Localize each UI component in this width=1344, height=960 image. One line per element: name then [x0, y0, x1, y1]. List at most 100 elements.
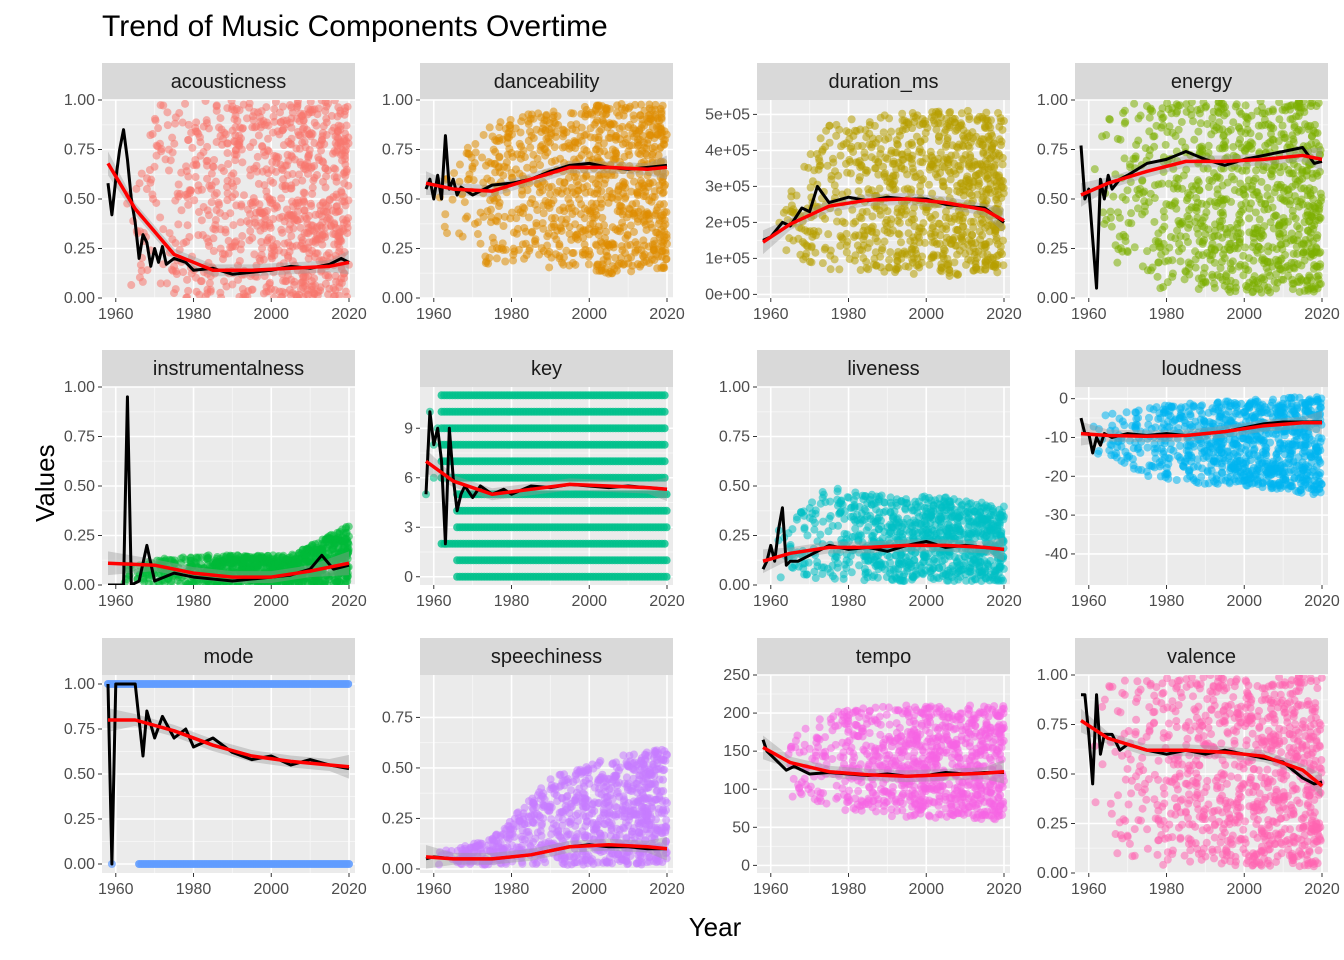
- data-point: [645, 214, 654, 223]
- data-point: [337, 187, 346, 196]
- data-point: [1284, 271, 1293, 280]
- data-point: [876, 149, 885, 158]
- data-point: [823, 161, 832, 170]
- data-point: [541, 151, 550, 160]
- data-point: [930, 156, 939, 165]
- data-point: [322, 102, 331, 111]
- data-point: [891, 148, 900, 157]
- data-point: [1243, 125, 1252, 134]
- data-point: [1199, 269, 1208, 278]
- data-point: [629, 227, 638, 236]
- data-point: [1272, 211, 1281, 220]
- data-point: [343, 292, 352, 298]
- data-point: [911, 113, 920, 122]
- data-point: [1170, 199, 1179, 208]
- data-point: [621, 183, 630, 192]
- data-point: [181, 100, 190, 108]
- data-point: [450, 169, 459, 178]
- data-point: [341, 536, 350, 545]
- data-point: [1149, 243, 1158, 252]
- data-point: [532, 221, 541, 230]
- data-point: [1309, 264, 1318, 273]
- data-point: [154, 124, 163, 133]
- data-point: [1099, 208, 1108, 217]
- data-point: [501, 257, 510, 266]
- data-point: [211, 177, 220, 186]
- data-point: [1154, 258, 1163, 267]
- data-point: [1225, 239, 1234, 248]
- data-point: [896, 238, 905, 247]
- data-point: [577, 200, 586, 209]
- data-point: [305, 145, 314, 154]
- data-point: [171, 119, 180, 128]
- data-point: [1300, 184, 1309, 193]
- data-point: [476, 239, 485, 248]
- data-point: [226, 209, 235, 218]
- data-point: [1176, 220, 1185, 229]
- data-point: [650, 192, 659, 201]
- data-point: [1204, 141, 1213, 150]
- data-point: [586, 220, 595, 229]
- data-point: [293, 201, 302, 210]
- data-point: [231, 123, 240, 132]
- data-point: [310, 173, 319, 182]
- data-point: [865, 140, 874, 149]
- data-point: [634, 181, 643, 190]
- data-point: [1235, 215, 1244, 224]
- data-point: [260, 272, 269, 281]
- data-point: [1316, 213, 1325, 222]
- data-point: [639, 253, 648, 262]
- data-point: [626, 221, 635, 230]
- data-point: [932, 125, 941, 134]
- x-tick-label: 2020: [986, 306, 1022, 323]
- data-point: [174, 220, 183, 229]
- data-point: [1303, 208, 1312, 217]
- data-point: [1257, 177, 1266, 186]
- data-point: [1243, 114, 1252, 123]
- data-point: [588, 155, 597, 164]
- data-point: [885, 255, 894, 264]
- y-tick-label: 0.00: [64, 577, 95, 594]
- data-point: [171, 113, 180, 122]
- data-point: [242, 217, 251, 226]
- data-point: [1239, 271, 1248, 280]
- data-point: [560, 126, 569, 135]
- data-point: [662, 230, 671, 239]
- data-point: [1239, 205, 1248, 214]
- data-point: [538, 141, 547, 150]
- data-point: [495, 198, 504, 207]
- data-point: [944, 186, 953, 195]
- data-point: [281, 185, 290, 194]
- data-point: [279, 276, 288, 285]
- data-point: [883, 228, 892, 237]
- data-point: [579, 233, 588, 242]
- data-point: [640, 210, 649, 219]
- data-point: [895, 127, 904, 136]
- data-point: [992, 195, 1001, 204]
- data-point: [607, 193, 616, 202]
- data-point: [304, 153, 313, 162]
- data-point: [863, 243, 872, 252]
- data-point: [209, 162, 218, 171]
- data-point: [222, 182, 231, 191]
- data-point: [227, 171, 236, 180]
- data-point: [556, 224, 565, 233]
- data-point: [1229, 118, 1238, 127]
- data-point: [860, 153, 869, 162]
- x-tick-label: 1980: [176, 593, 212, 610]
- data-point: [223, 196, 232, 205]
- data-point: [1152, 121, 1161, 130]
- data-point: [881, 135, 890, 144]
- data-point: [271, 100, 280, 106]
- data-point: [997, 141, 1006, 150]
- data-point: [1173, 107, 1182, 116]
- data-point: [308, 246, 317, 255]
- data-point: [545, 263, 554, 272]
- data-point: [1160, 213, 1169, 222]
- data-point: [1214, 231, 1223, 240]
- data-point: [236, 218, 245, 227]
- data-point: [1195, 185, 1204, 194]
- data-point: [849, 147, 858, 156]
- data-point: [1308, 169, 1317, 178]
- data-point: [800, 162, 809, 171]
